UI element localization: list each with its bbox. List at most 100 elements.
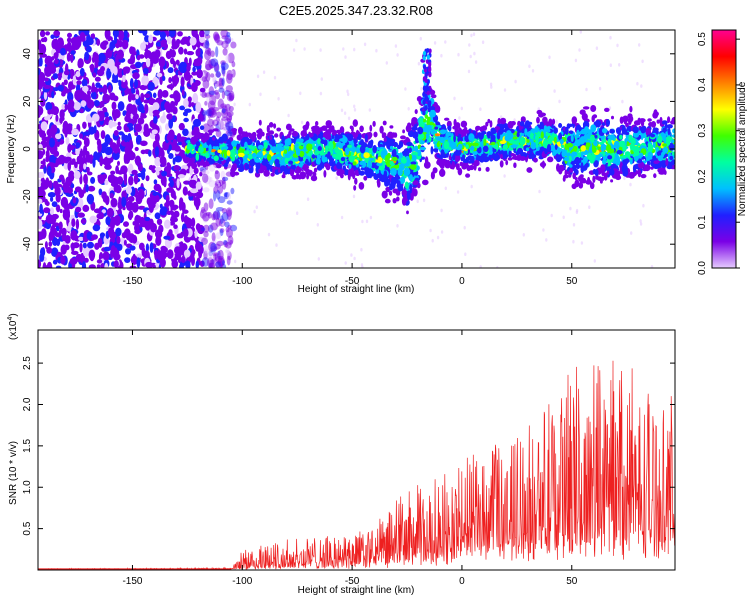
heatmap-cell	[650, 133, 656, 138]
heatmap-cell	[77, 197, 84, 209]
heatmap-cell	[202, 187, 210, 193]
heatmap-cell	[481, 40, 485, 44]
heatmap-cell	[454, 153, 461, 162]
heatmap-cell	[306, 173, 310, 180]
heatmap-cell	[55, 133, 62, 140]
heatmap-cell	[178, 248, 182, 258]
heatmap-cell	[347, 92, 350, 97]
heatmap-cell	[38, 159, 41, 169]
heatmap-cell	[317, 146, 322, 151]
heatmap-cell	[154, 156, 161, 167]
heatmap-cell	[574, 177, 578, 181]
heatmap-cell	[40, 121, 48, 131]
heatmap-cell	[127, 58, 135, 65]
heatmap-cell	[538, 189, 541, 194]
heatmap-cell	[503, 88, 507, 92]
heatmap-cell	[38, 179, 42, 188]
heatmap-cell	[461, 162, 468, 170]
heatmap-cell	[102, 93, 111, 104]
heatmap-cell	[287, 150, 294, 156]
heatmap-cell	[131, 105, 138, 116]
heatmap-cell	[404, 87, 407, 91]
heatmap-cell	[667, 127, 671, 136]
heatmap-cell	[199, 172, 203, 177]
heatmap-cell	[481, 153, 486, 158]
heatmap-cell	[302, 164, 310, 171]
heatmap-cell	[289, 168, 295, 177]
heatmap-cell	[85, 184, 89, 193]
heatmap-cell	[562, 215, 565, 220]
heatmap-cell	[132, 72, 140, 80]
heatmap-cell	[470, 184, 473, 189]
heatmap-cell	[353, 104, 356, 109]
heatmap-cell	[236, 143, 240, 151]
heatmap-cell	[633, 155, 639, 161]
heatmap-cell	[660, 132, 665, 138]
heatmap-cell	[592, 168, 597, 175]
heatmap-cell	[255, 161, 261, 170]
heatmap-cell	[656, 119, 661, 124]
heatmap-cell	[74, 89, 82, 101]
heatmap-cell	[528, 64, 531, 69]
heatmap-cell	[657, 135, 663, 144]
heatmap-cell	[120, 78, 128, 89]
heatmap-cell	[148, 149, 152, 157]
heatmap-cell	[152, 109, 160, 115]
heatmap-cell	[208, 131, 213, 136]
heatmap-cell	[134, 229, 141, 235]
heatmap-cell	[153, 30, 162, 36]
heatmap-cell	[152, 191, 160, 197]
heatmap-cell	[103, 246, 111, 252]
heatmap-cell	[457, 167, 463, 176]
heatmap-cell	[406, 210, 409, 215]
heatmap-cell	[269, 134, 273, 141]
heatmap-cell	[414, 137, 419, 142]
heatmap-cell	[225, 85, 233, 93]
heatmap-cell	[483, 138, 487, 148]
heatmap-cell	[160, 101, 166, 111]
heatmap-cell	[273, 123, 277, 129]
heatmap-cell	[448, 147, 452, 151]
heatmap-cell	[261, 131, 265, 137]
heatmap-cell	[149, 242, 154, 253]
heatmap-cell	[231, 140, 238, 147]
heatmap-cell	[124, 155, 131, 164]
heatmap-cell	[207, 118, 214, 127]
heatmap-cell	[75, 253, 83, 263]
heatmap-cell	[334, 146, 339, 154]
heatmap-cell	[179, 38, 187, 45]
heatmap-cell	[226, 31, 231, 38]
heatmap-cell	[80, 218, 87, 224]
heatmap-cell	[381, 133, 385, 139]
heatmap-cell	[590, 105, 597, 112]
heatmap-cell	[543, 125, 548, 133]
heatmap-cell	[140, 92, 145, 103]
heatmap-cell	[236, 134, 243, 141]
heatmap-cell	[621, 164, 628, 173]
heatmap-cell	[126, 123, 134, 128]
heatmap-cell	[53, 30, 61, 37]
heatmap-cell	[207, 252, 214, 260]
heatmap-cell	[363, 42, 367, 47]
heatmap-cell	[170, 190, 176, 199]
heatmap-cell	[593, 140, 598, 147]
heatmap-cell	[234, 259, 237, 264]
heatmap-cell	[524, 120, 531, 129]
heatmap-cell	[66, 52, 71, 62]
heatmap-cell	[453, 150, 461, 156]
heatmap-cell	[194, 229, 198, 239]
heatmap-cell	[151, 129, 158, 135]
heatmap-cell	[513, 118, 516, 122]
heatmap-cell	[316, 164, 323, 171]
heatmap-cell	[191, 71, 198, 76]
heatmap-cell	[38, 71, 46, 83]
heatmap-cell	[111, 216, 116, 223]
heatmap-cell	[248, 102, 251, 107]
heatmap-cell	[58, 154, 66, 165]
heatmap-cell	[172, 106, 178, 115]
heatmap-cell	[295, 165, 302, 174]
heatmap-cell	[510, 153, 515, 157]
heatmap-cell	[81, 78, 88, 88]
heatmap-cell	[79, 108, 84, 113]
heatmap-cell	[93, 100, 100, 107]
